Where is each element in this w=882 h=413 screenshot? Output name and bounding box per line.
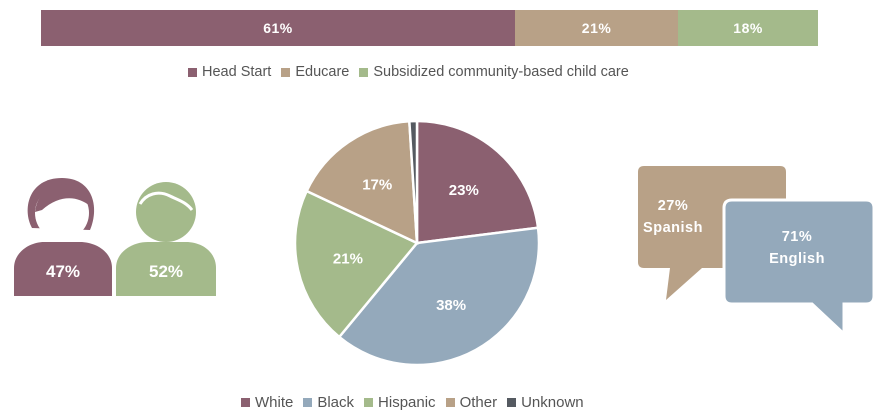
bar-segment-head-start: 61% [41, 10, 515, 46]
legend-label-white: White [255, 394, 294, 411]
english-percent: 71% [781, 229, 813, 245]
pie-slice-unknown [408, 119, 419, 244]
bar-label-subsidized: 18% [733, 20, 763, 36]
legend-label-educare: Educare [295, 64, 350, 80]
english-bubble-text: 71% English [734, 226, 860, 270]
legend-item-subsidized: Subsidized community-based child care [359, 64, 629, 80]
legend-swatch-head-start [188, 67, 197, 77]
pie-label-black: 38% [436, 297, 466, 314]
pie-slice-white [415, 119, 540, 245]
legend-swatch-unknown [507, 398, 517, 407]
legend-label-hispanic: Hispanic [378, 394, 436, 411]
pie-slice-black [337, 226, 541, 367]
legend-item-unknown: Unknown [507, 394, 584, 411]
legend-swatch-hispanic [364, 398, 374, 407]
legend-label-black: Black [317, 394, 355, 411]
pie-label-white: 23% [449, 182, 479, 199]
legend-item-black: Black [303, 394, 354, 411]
program-legend: Head Start Educare Subsidized community-… [188, 64, 639, 80]
race-pie-chart: 23% 38% 21% 17% [293, 119, 541, 367]
race-legend: White Black Hispanic Other Unknown [241, 394, 594, 411]
legend-swatch-educare [281, 67, 291, 77]
bar-segment-educare: 21% [514, 10, 679, 46]
legend-swatch-black [303, 398, 313, 407]
legend-swatch-white [241, 398, 250, 407]
language-bubbles [638, 166, 876, 338]
legend-label-other: Other [459, 394, 498, 411]
pie-slice-other [304, 119, 419, 246]
pie-label-other: 17% [362, 176, 392, 193]
legend-label-head-start: Head Start [202, 64, 272, 80]
legend-swatch-subsidized [359, 67, 369, 77]
program-stacked-bar: 61% 21% 18% [41, 10, 818, 46]
legend-item-white: White [241, 394, 293, 411]
legend-label-unknown: Unknown [521, 394, 584, 411]
gender-pictogram [14, 178, 216, 296]
male-person-icon [116, 182, 216, 296]
spanish-bubble-text: 27% Spanish [638, 195, 708, 239]
spanish-percent: 27% [657, 198, 689, 214]
female-person-icon [14, 178, 112, 296]
bar-segment-subsidized: 18% [678, 10, 818, 46]
male-percent: 52% [148, 262, 184, 281]
bar-label-head-start: 61% [263, 20, 293, 36]
female-percent: 47% [45, 262, 81, 281]
legend-item-educare: Educare [281, 64, 349, 80]
legend-item-head-start: Head Start [188, 64, 271, 80]
bar-label-educare: 21% [581, 20, 612, 36]
pie-label-hispanic: 21% [333, 250, 363, 267]
legend-item-hispanic: Hispanic [364, 394, 436, 411]
english-label: English [769, 251, 825, 267]
english-speech-bubble [722, 198, 876, 338]
legend-item-other: Other [445, 394, 498, 411]
pie-slice-hispanic [293, 189, 419, 339]
pie-labels: 23% 38% 21% 17% [333, 176, 479, 314]
pie-slices [293, 119, 541, 367]
spanish-label: Spanish [643, 220, 703, 236]
legend-label-subsidized: Subsidized community-based child care [373, 64, 629, 80]
legend-swatch-other [445, 398, 455, 407]
